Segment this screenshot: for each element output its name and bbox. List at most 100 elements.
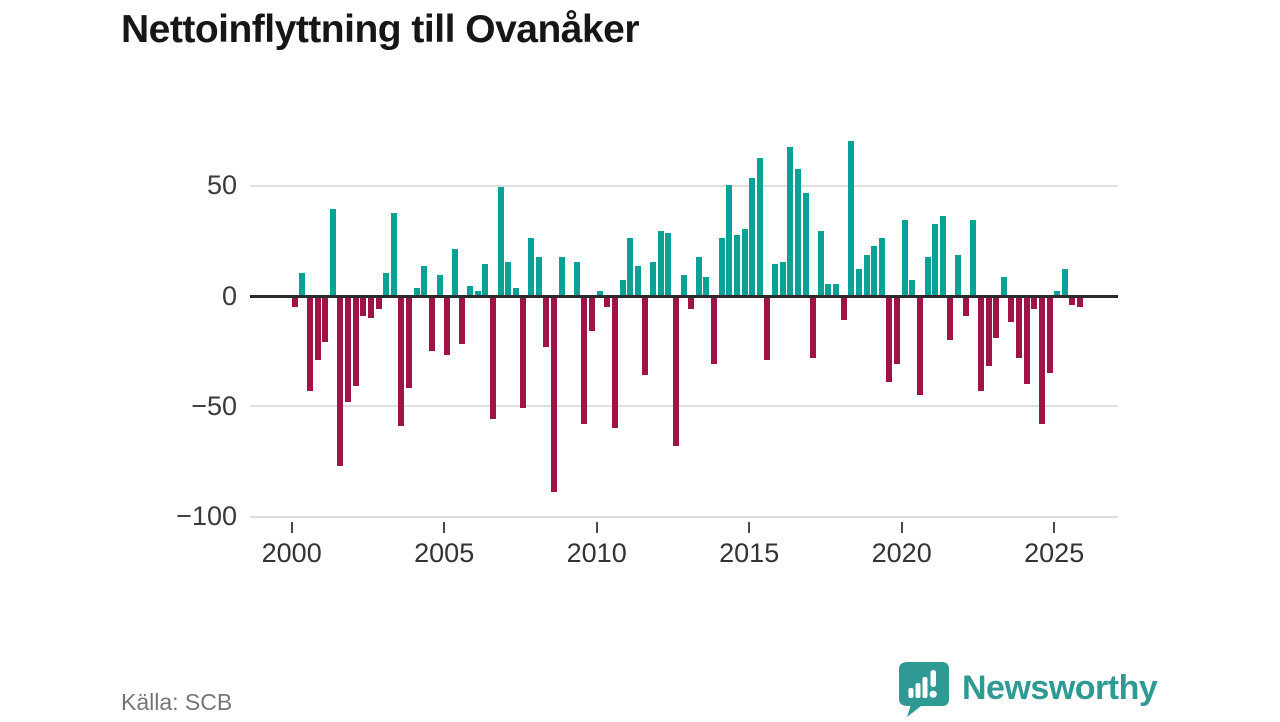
bar-2021Q4	[955, 254, 961, 295]
bar-2000Q1	[292, 297, 298, 307]
bar-2018Q2	[848, 140, 854, 295]
bar-2017Q2	[818, 230, 824, 295]
bar-2009Q2	[574, 261, 580, 295]
bar-2014Q1	[719, 237, 725, 295]
bar-2015Q1	[749, 177, 755, 295]
bar-2018Q4	[864, 254, 870, 295]
bar-2023Q2	[1001, 276, 1007, 295]
bar-2016Q4	[803, 192, 809, 295]
chart-title: Nettoinflyttning till Ovanåker	[121, 8, 640, 51]
bar-2002Q3	[368, 297, 374, 318]
gridline-y-50	[250, 184, 1118, 187]
bar-2021Q3	[947, 297, 953, 340]
bar-2001Q4	[345, 297, 351, 402]
bar-2012Q2	[665, 232, 671, 295]
bar-2000Q3	[307, 297, 313, 391]
bar-2011Q3	[642, 297, 648, 375]
y-axis-tick-label: −100	[176, 501, 237, 532]
bar-2012Q4	[681, 274, 687, 295]
bar-2014Q3	[734, 234, 740, 295]
x-axis-tick-label: 2015	[719, 538, 780, 568]
bar-2003Q2	[391, 212, 397, 295]
y-axis-tick-label: −50	[191, 390, 237, 421]
bar-2019Q1	[871, 245, 877, 295]
bar-2004Q4	[437, 274, 443, 295]
bar-2017Q3	[825, 283, 831, 295]
bar-2013Q1	[688, 297, 694, 309]
y-axis-tick-label: 50	[206, 170, 237, 201]
bar-2018Q3	[856, 268, 862, 295]
bar-2019Q2	[879, 237, 885, 295]
bar-2021Q2	[940, 215, 946, 295]
gridline-y--100	[250, 515, 1118, 518]
x-axis-tick-2005	[443, 522, 446, 533]
bar-2006Q3	[490, 297, 496, 419]
bar-2011Q4	[650, 261, 656, 295]
x-axis-tick-label: 2010	[566, 538, 627, 568]
bar-2008Q1	[536, 256, 542, 295]
bar-2003Q3	[398, 297, 404, 426]
newsworthy-logo[interactable]: Newsworthy	[897, 660, 1158, 717]
bar-2020Q1	[902, 219, 908, 295]
bar-2005Q1	[444, 297, 450, 355]
bar-2025Q4	[1077, 297, 1083, 307]
newsworthy-wordmark: Newsworthy	[962, 669, 1158, 707]
x-axis-tick-label: 2020	[871, 538, 932, 568]
bar-2024Q1	[1024, 297, 1030, 384]
bar-2023Q1	[993, 297, 999, 338]
bar-2010Q1	[597, 290, 603, 295]
zero-baseline	[250, 294, 1118, 298]
bar-2025Q3	[1069, 297, 1075, 305]
bar-2003Q1	[383, 272, 389, 295]
bar-2010Q2	[604, 297, 610, 307]
bar-2019Q3	[886, 297, 892, 382]
bar-2001Q1	[322, 297, 328, 342]
bar-2016Q1	[780, 261, 786, 295]
bar-2012Q3	[673, 297, 679, 446]
bar-2025Q2	[1062, 268, 1068, 295]
x-axis-tick-label: 2025	[1024, 538, 1085, 568]
bar-2006Q2	[482, 263, 488, 295]
x-axis-tick-label: 2000	[261, 538, 322, 568]
bar-2005Q3	[459, 297, 465, 344]
bar-2009Q4	[589, 297, 595, 331]
bar-2008Q4	[559, 256, 565, 295]
bar-2013Q4	[711, 297, 717, 364]
y-axis-tick-label: 0	[221, 280, 237, 311]
x-axis-tick-2020	[900, 522, 903, 533]
bar-2024Q4	[1047, 297, 1053, 373]
x-axis-tick-2010	[595, 522, 598, 533]
bar-2006Q4	[498, 186, 504, 295]
bar-2019Q4	[894, 297, 900, 364]
bar-2014Q2	[726, 184, 732, 295]
bar-2002Q2	[360, 297, 366, 316]
newsworthy-bubble-chart-icon	[897, 660, 951, 717]
bar-2004Q2	[421, 265, 427, 295]
bar-2013Q2	[696, 256, 702, 295]
bar-2022Q2	[970, 219, 976, 295]
bar-2005Q2	[452, 248, 458, 295]
bar-2004Q3	[429, 297, 435, 351]
bar-2000Q4	[315, 297, 321, 360]
bar-2011Q2	[635, 265, 641, 295]
bar-2007Q1	[505, 261, 511, 295]
bar-2020Q4	[925, 256, 931, 295]
bar-2006Q1	[475, 290, 481, 295]
source-caption: Källa: SCB	[121, 689, 233, 715]
bar-2005Q4	[467, 285, 473, 295]
bar-2001Q2	[330, 208, 336, 295]
bar-2024Q3	[1039, 297, 1045, 424]
bar-2015Q4	[772, 263, 778, 295]
x-axis-tick-2015	[748, 522, 751, 533]
x-axis-tick-2025	[1053, 522, 1056, 533]
bar-2015Q3	[764, 297, 770, 360]
bar-2024Q2	[1031, 297, 1037, 309]
bar-2002Q4	[376, 297, 382, 309]
bar-2013Q3	[703, 276, 709, 295]
bar-2007Q3	[520, 297, 526, 408]
bar-2008Q2	[543, 297, 549, 347]
bar-2004Q1	[414, 287, 420, 295]
bar-2017Q4	[833, 283, 839, 295]
bar-2023Q4	[1016, 297, 1022, 358]
